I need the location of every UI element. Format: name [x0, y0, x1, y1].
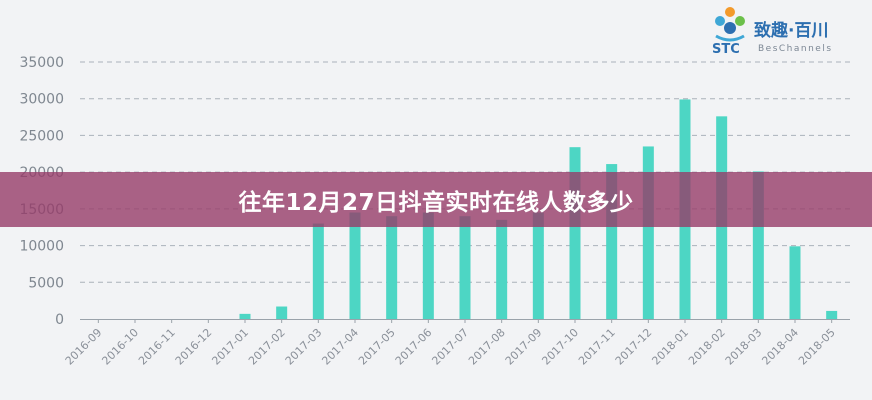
y-tick-label: 30000: [19, 92, 64, 108]
logo-subtitle: BesChannels: [758, 44, 833, 54]
title-banner: 往年12月27日抖音实时在线人数多少: [0, 172, 872, 227]
logo-mark-icon: [715, 7, 745, 42]
x-tick-label: 2017-08: [466, 326, 508, 368]
y-tick-label: 35000: [19, 55, 64, 71]
bar: [826, 310, 838, 319]
x-tick-label: 2018-04: [759, 326, 801, 368]
bar: [496, 219, 508, 319]
x-tick-label: 2016-11: [136, 326, 178, 368]
x-tick-label: 2018-01: [649, 326, 691, 368]
bar: [239, 313, 251, 319]
x-tick-label: 2017-10: [539, 326, 581, 368]
x-tick-label: 2016-09: [63, 326, 105, 368]
bar: [422, 212, 434, 319]
bar: [386, 216, 398, 319]
bar: [569, 147, 581, 319]
bar: [349, 212, 361, 319]
logo: 致趣·百川 STC BesChannels: [708, 6, 858, 60]
bar: [276, 306, 288, 319]
bar: [532, 212, 544, 319]
banner-title: 往年12月27日抖音实时在线人数多少: [238, 189, 634, 216]
y-tick-label: 5000: [28, 275, 64, 291]
x-axis-labels: 2016-092016-102016-112016-122017-012017-…: [63, 326, 838, 368]
x-tick-label: 2017-07: [429, 326, 471, 368]
y-tick-label: 0: [55, 312, 64, 328]
y-tick-label: 10000: [19, 239, 64, 255]
bar: [789, 246, 801, 319]
x-tick-label: 2018-02: [686, 326, 728, 368]
x-tick-label: 2016-10: [99, 326, 141, 368]
logo-abbr: STC: [712, 42, 740, 57]
x-tick-label: 2017-01: [209, 326, 251, 368]
x-tick-label: 2018-05: [796, 326, 838, 368]
bar: [459, 216, 471, 319]
x-tick-label: 2017-04: [319, 326, 361, 368]
bar: [312, 223, 324, 319]
x-tick-label: 2017-02: [246, 326, 288, 368]
x-tick-label: 2018-03: [723, 326, 765, 368]
x-tick-label: 2017-06: [393, 326, 435, 368]
x-tick-label: 2017-09: [503, 326, 545, 368]
x-tick-label: 2017-12: [613, 326, 655, 368]
y-tick-label: 25000: [19, 128, 64, 144]
bar: [606, 164, 618, 319]
x-axis: [80, 319, 850, 323]
logo-name: 致趣·百川: [754, 21, 829, 41]
x-tick-label: 2017-03: [283, 326, 325, 368]
bar: [642, 146, 654, 319]
x-tick-label: 2017-11: [576, 326, 618, 368]
x-tick-label: 2017-05: [356, 326, 398, 368]
x-tick-label: 2016-12: [173, 326, 215, 368]
bar: [752, 171, 764, 319]
